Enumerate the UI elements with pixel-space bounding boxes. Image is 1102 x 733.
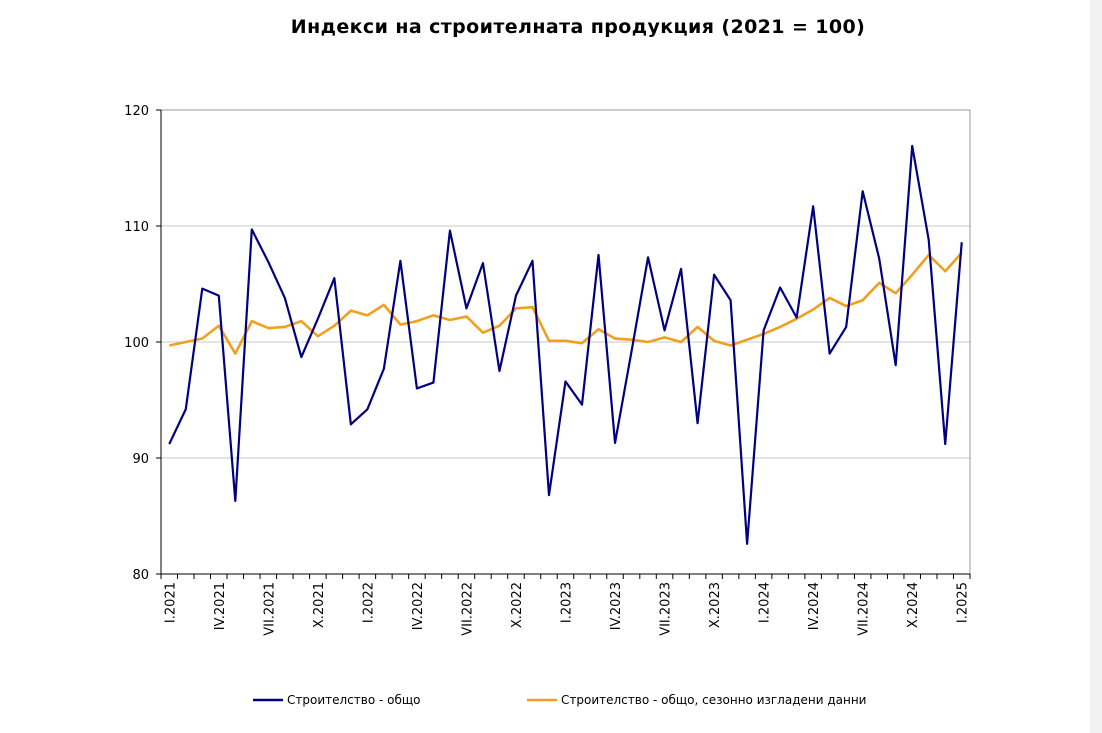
- y-tick-label: 110: [124, 220, 149, 235]
- x-tick-label: X.2022: [510, 582, 525, 628]
- legend: Строителство - общо Строителство - общо, …: [253, 693, 866, 707]
- series-lines: [168, 144, 963, 545]
- y-tick-label: 100: [124, 336, 149, 351]
- axes: 80 90 100 110 120 I.2021 IV.2021 VII.2021 X.2021…: [124, 104, 971, 636]
- y-tick-label: 90: [132, 452, 149, 467]
- x-tick-label: IV.2024: [807, 582, 822, 630]
- x-tick-label: IV.2022: [411, 582, 426, 630]
- x-tick-label: I.2021: [163, 582, 178, 623]
- x-tick-label: X.2023: [708, 582, 723, 628]
- x-tick-label: I.2024: [758, 582, 773, 623]
- legend-label: Строителство - общо: [287, 693, 421, 707]
- series-line-total: [168, 144, 963, 545]
- chart-title: Индекси на строителната продукция (2021 …: [290, 16, 866, 38]
- page-edge: [1090, 0, 1102, 733]
- x-tick-label: IV.2023: [609, 582, 624, 630]
- x-tick-label: VII.2022: [460, 582, 475, 636]
- y-tick-label: 80: [132, 568, 149, 583]
- series-line-seasonally-adjusted: [168, 251, 963, 355]
- legend-label: Строителство - общо, сезонно изгладени д…: [561, 693, 866, 707]
- x-tick-label: I.2023: [560, 582, 575, 623]
- x-tick-label: X.2024: [906, 582, 921, 628]
- x-tick-label: VII.2021: [262, 582, 277, 636]
- x-tick-label: X.2021: [312, 582, 327, 628]
- x-tick-label: I.2022: [361, 582, 376, 623]
- x-tick-label: I.2025: [956, 582, 971, 623]
- y-tick-label: 120: [124, 104, 149, 119]
- x-tick-label: IV.2021: [213, 582, 228, 630]
- x-tick-label: VII.2024: [857, 582, 872, 636]
- x-tick-label: VII.2023: [659, 582, 674, 636]
